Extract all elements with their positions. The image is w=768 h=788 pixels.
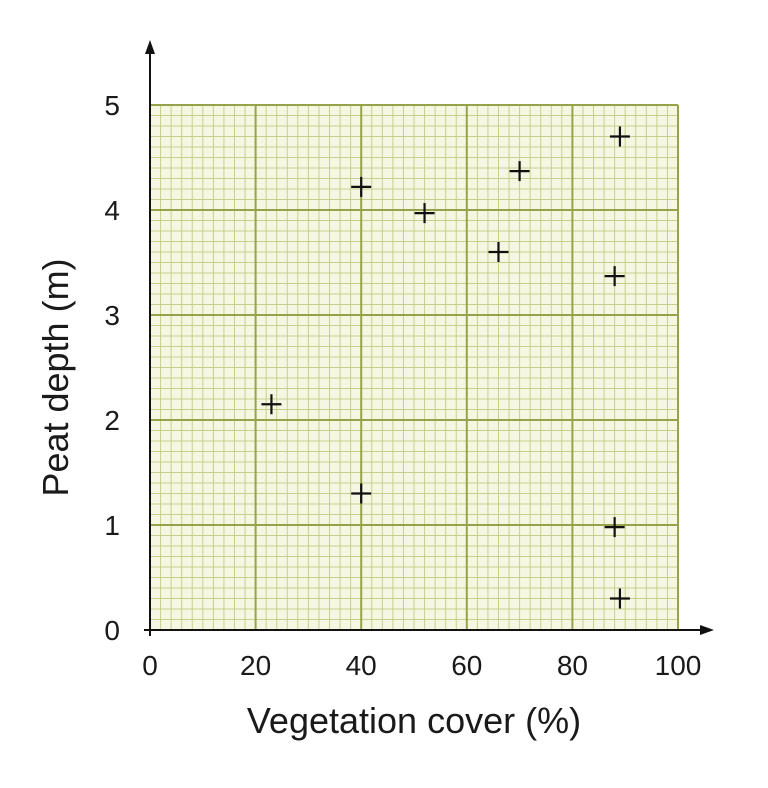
x-axis-title: Vegetation cover (%) [247, 700, 581, 741]
major-grid [149, 104, 679, 631]
data-point-plus-marker [604, 266, 625, 287]
x-tick-label: 80 [557, 650, 588, 681]
y-tick-labels: 0 1 2 3 4 5 [104, 90, 120, 646]
x-axis-arrow-icon [700, 625, 714, 635]
y-tick-label: 0 [104, 615, 120, 646]
x-tick-label: 20 [240, 650, 271, 681]
y-tick-label: 3 [104, 300, 120, 331]
x-tick-label: 0 [142, 650, 158, 681]
data-point-plus-marker [609, 588, 630, 609]
x-tick-labels: 0 20 40 60 80 100 [142, 650, 701, 681]
data-point-plus-marker [351, 483, 372, 504]
data-point-plus-marker [609, 126, 630, 147]
data-point-plus-marker [351, 176, 372, 197]
x-tick-label: 100 [655, 650, 702, 681]
x-tick-label: 40 [346, 650, 377, 681]
data-point-plus-marker [414, 203, 435, 224]
y-tick-label: 5 [104, 90, 120, 121]
data-point-plus-marker [488, 242, 509, 262]
data-point-plus-marker [604, 517, 625, 538]
y-axis-title: Peat depth (m) [35, 258, 76, 496]
data-point-plus-marker [261, 394, 282, 415]
y-tick-label: 2 [104, 405, 120, 436]
y-tick-label: 1 [104, 510, 120, 541]
x-tick-label: 60 [451, 650, 482, 681]
y-axis-arrow-icon [145, 40, 155, 54]
axes [144, 40, 714, 636]
data-points [261, 126, 630, 609]
y-tick-label: 4 [104, 195, 120, 226]
data-point-plus-marker [509, 161, 530, 182]
